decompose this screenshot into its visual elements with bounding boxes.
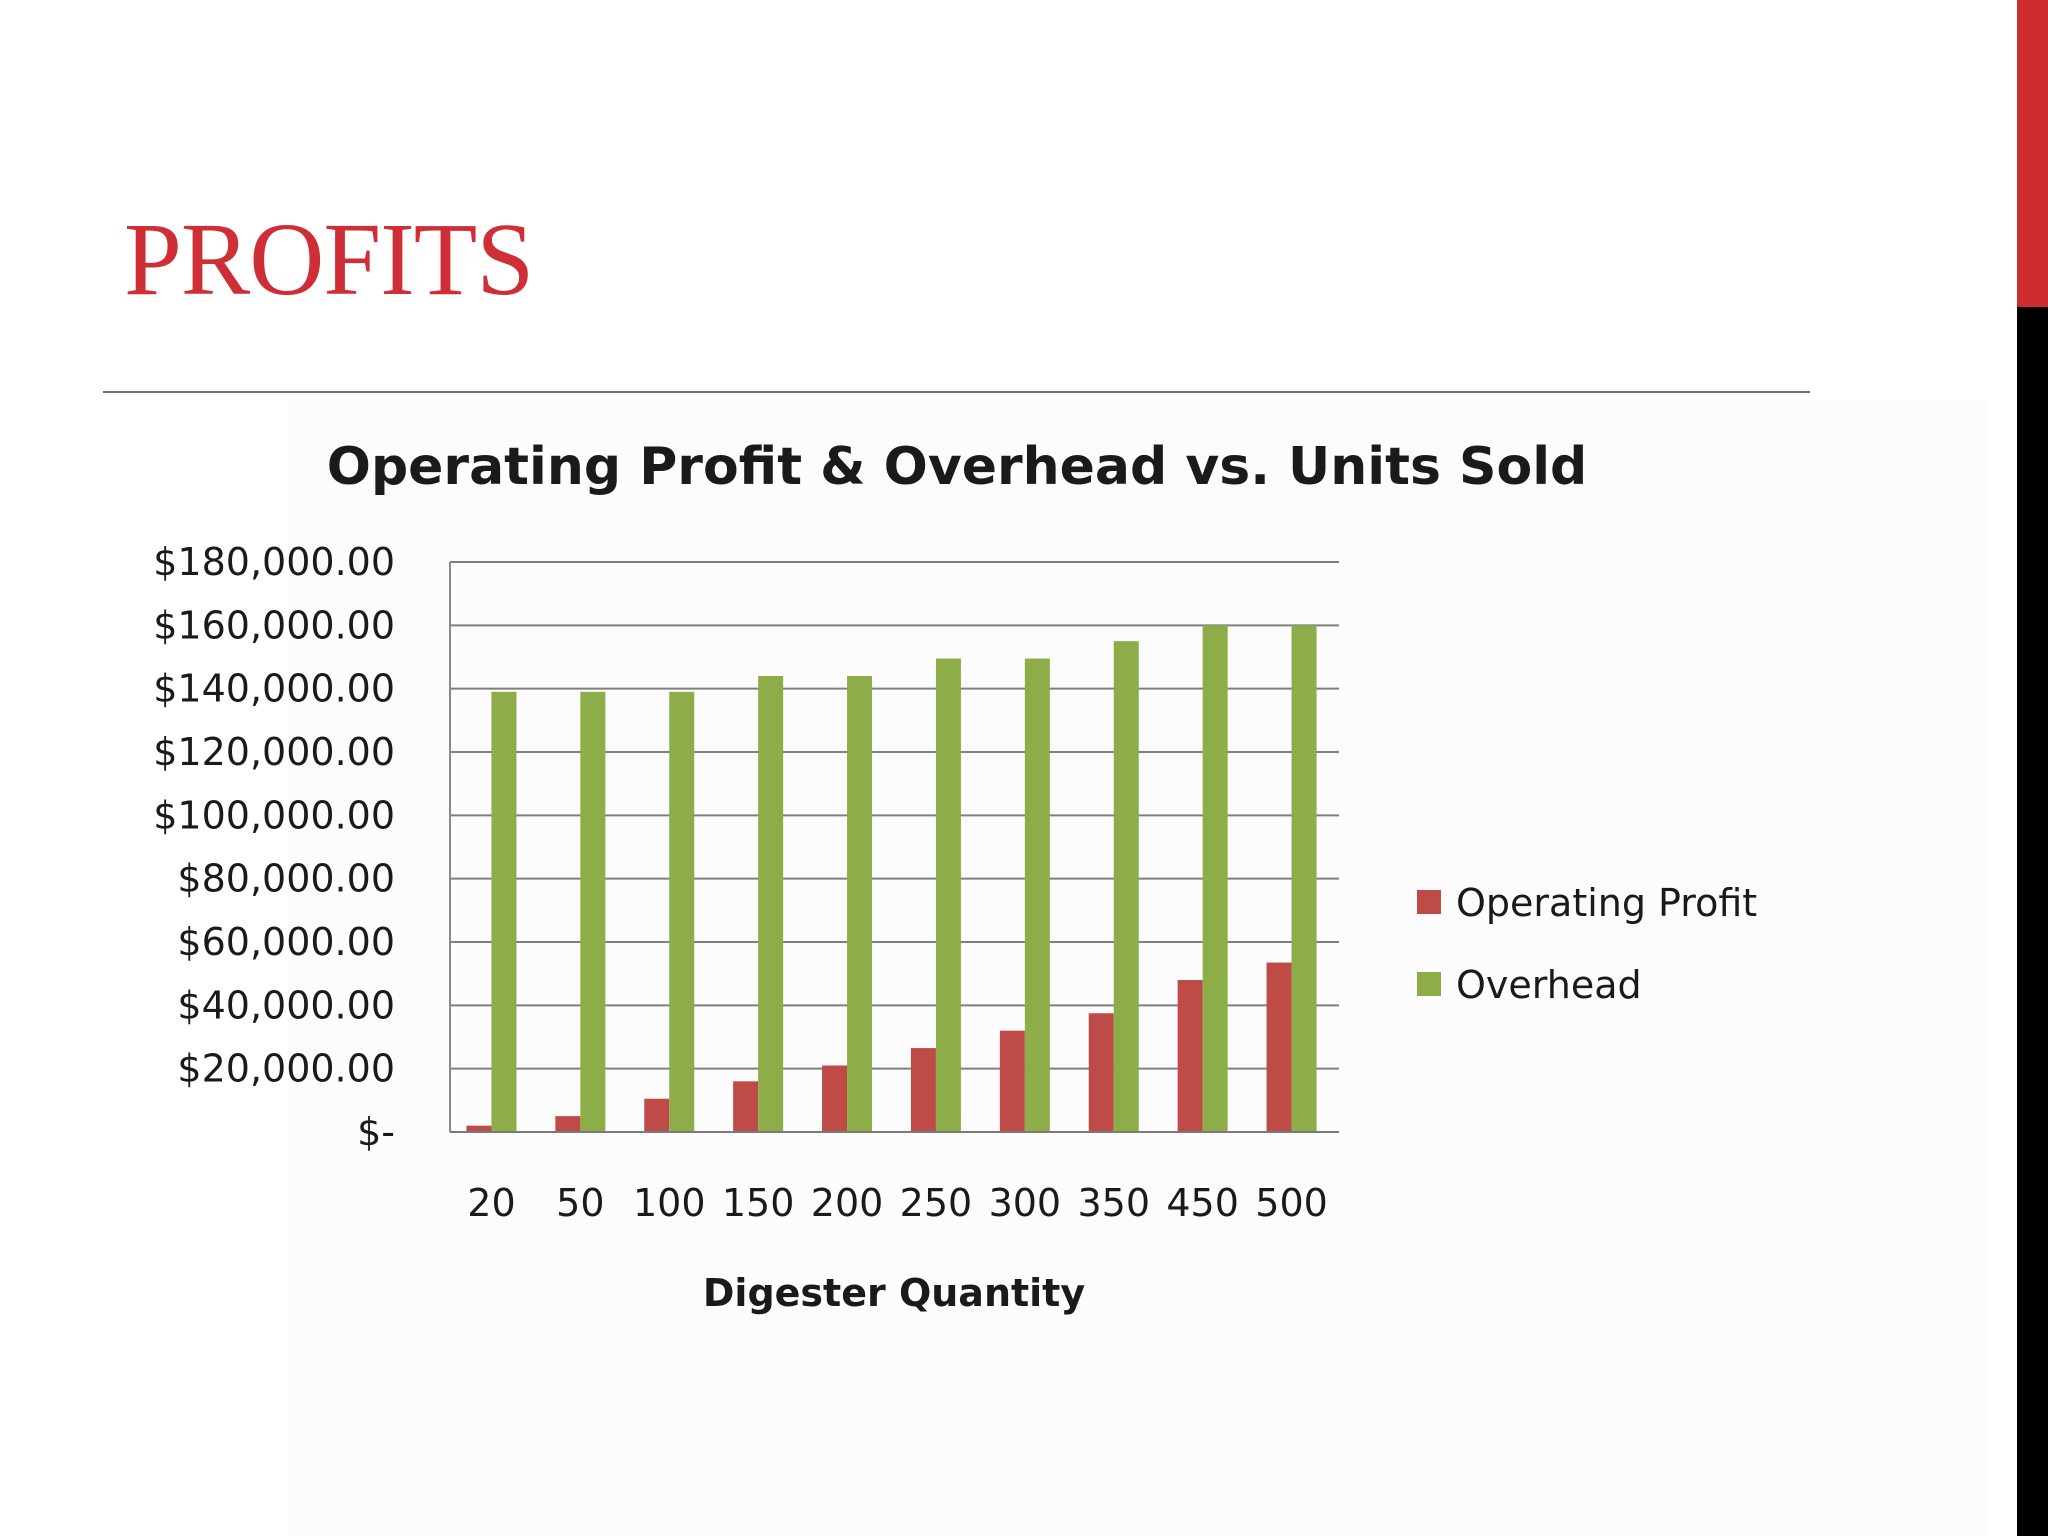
- x-tick-label: 200: [811, 1181, 884, 1225]
- x-tick-label: 250: [900, 1181, 973, 1225]
- bar-overhead: [1024, 658, 1050, 1132]
- bar-overhead: [580, 691, 606, 1132]
- bar-overhead: [1113, 641, 1139, 1132]
- x-tick-label: 500: [1255, 1181, 1328, 1225]
- legend-label: Overhead: [1456, 963, 1642, 1007]
- side-accent-bar-black: [2017, 307, 2048, 1536]
- bar-operating-profit: [1177, 980, 1203, 1132]
- y-tick-label: $-: [357, 1110, 395, 1154]
- x-tick-label: 350: [1077, 1181, 1150, 1225]
- bar-operating-profit: [1088, 1013, 1114, 1132]
- bar-overhead: [1291, 625, 1317, 1132]
- bar-operating-profit: [644, 1098, 670, 1132]
- chart-title: Operating Profit & Overhead vs. Units So…: [327, 437, 1588, 497]
- y-tick-label: $60,000.00: [177, 920, 395, 964]
- bar-operating-profit: [555, 1116, 581, 1132]
- y-axis-tick-labels: $- $20,000.00 $40,000.00 $60,000.00 $80,000.…: [153, 540, 395, 1154]
- side-accent-bar-red: [2017, 0, 2048, 307]
- y-tick-label: $180,000.00: [153, 540, 395, 584]
- legend: Operating Profit Overhead: [1417, 881, 1757, 1007]
- y-tick-label: $160,000.00: [153, 603, 395, 647]
- x-tick-label: 300: [989, 1181, 1062, 1225]
- x-axis-tick-labels: 20 50 100 150 200 250 300 350 450 500: [467, 1181, 1328, 1225]
- y-tick-label: $40,000.00: [177, 983, 395, 1027]
- bar-operating-profit: [466, 1125, 492, 1132]
- x-tick-label: 450: [1166, 1181, 1239, 1225]
- legend-swatch-overhead: [1417, 972, 1441, 996]
- legend-label: Operating Profit: [1456, 881, 1757, 925]
- bars: [466, 625, 1317, 1132]
- y-tick-label: $80,000.00: [177, 857, 395, 901]
- x-tick-label: 150: [722, 1181, 795, 1225]
- bar-overhead: [669, 691, 695, 1132]
- slide-title: PROFITS: [124, 202, 534, 317]
- x-axis-title: Digester Quantity: [703, 1271, 1085, 1315]
- title-divider: [103, 391, 1810, 393]
- bar-operating-profit: [1266, 962, 1292, 1132]
- bar-overhead: [1202, 625, 1228, 1132]
- y-tick-label: $20,000.00: [177, 1047, 395, 1091]
- y-tick-label: $120,000.00: [153, 730, 395, 774]
- bar-operating-profit: [910, 1048, 936, 1132]
- bar-operating-profit: [999, 1030, 1025, 1132]
- y-tick-label: $100,000.00: [153, 793, 395, 837]
- bar-overhead: [758, 676, 784, 1132]
- bar-overhead: [491, 691, 517, 1132]
- x-tick-label: 20: [467, 1181, 515, 1225]
- bar-operating-profit: [822, 1065, 848, 1132]
- bar-operating-profit: [733, 1081, 759, 1132]
- bar-overhead: [847, 676, 873, 1132]
- y-tick-label: $140,000.00: [153, 667, 395, 711]
- x-tick-label: 100: [633, 1181, 706, 1225]
- x-tick-label: 50: [556, 1181, 604, 1225]
- bar-overhead: [935, 658, 961, 1132]
- legend-swatch-operating-profit: [1417, 890, 1441, 914]
